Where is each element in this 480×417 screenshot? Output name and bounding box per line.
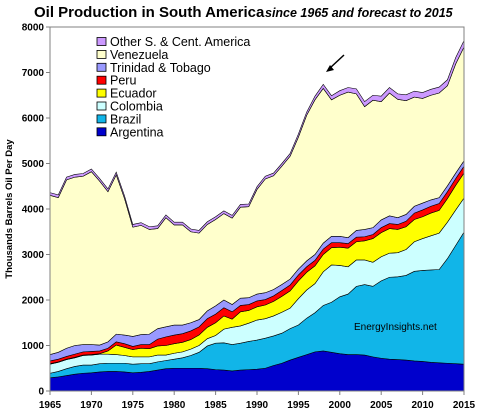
y-axis: 0 1000 2000 3000 4000 5000 6000 7000 8000 (22, 23, 50, 398)
y-tick-label: 4000 (22, 205, 45, 216)
legend-label: Ecuador (110, 87, 157, 101)
x-tick-label: 1965 (39, 400, 62, 411)
x-tick-label: 1980 (163, 400, 186, 411)
chart-title: Oil Production in South America (34, 4, 265, 21)
legend-swatch (96, 101, 107, 111)
y-tick-label: 3000 (22, 250, 45, 261)
legend-label: Brazil (110, 112, 141, 126)
legend-label: Peru (110, 74, 136, 88)
y-tick-label: 1000 (22, 341, 45, 352)
legend-swatch (96, 114, 107, 124)
x-tick-label: 1975 (122, 400, 145, 411)
legend-swatch (96, 50, 107, 59)
legend-label: Venezuela (110, 48, 168, 62)
y-tick-label: 2000 (22, 296, 45, 307)
legend-swatch (96, 88, 107, 98)
peak-arrow-icon (326, 54, 345, 72)
x-axis: 1965 1970 1975 1980 1985 1990 1995 2000 2005 2010… (39, 391, 476, 411)
y-tick-label: 7000 (22, 68, 45, 79)
legend-label: Colombia (110, 100, 163, 114)
x-tick-label: 2000 (329, 400, 352, 411)
x-tick-label: 1970 (80, 400, 103, 411)
legend-label: Trinidad & Tobago (110, 61, 211, 75)
legend-swatch (96, 37, 107, 46)
x-tick-label: 1985 (204, 400, 227, 411)
legend: Other S. & Cent. AmericaVenezuelaTrinida… (96, 35, 250, 139)
y-tick-label: 6000 (22, 114, 45, 125)
chart-subtitle: since 1965 and forecast to 2015 (265, 6, 454, 20)
legend-swatch (96, 127, 107, 137)
x-tick-label: 2005 (370, 400, 393, 411)
legend-swatch (96, 75, 107, 85)
legend-label: Other S. & Cent. America (110, 35, 250, 49)
legend-label: Argentina (110, 125, 164, 139)
y-tick-label: 5000 (22, 159, 45, 170)
legend-swatch (96, 62, 107, 72)
x-tick-label: 2010 (411, 400, 434, 411)
y-axis-label: Thousands Barrels Oil Per Day (4, 139, 15, 279)
source-annotation: EnergyInsights.net (354, 322, 437, 333)
y-tick-label: 8000 (22, 23, 45, 34)
x-tick-label: 2015 (453, 400, 476, 411)
x-tick-label: 1990 (246, 400, 269, 411)
x-tick-label: 1995 (287, 400, 310, 411)
y-tick-label: 0 (38, 387, 44, 398)
